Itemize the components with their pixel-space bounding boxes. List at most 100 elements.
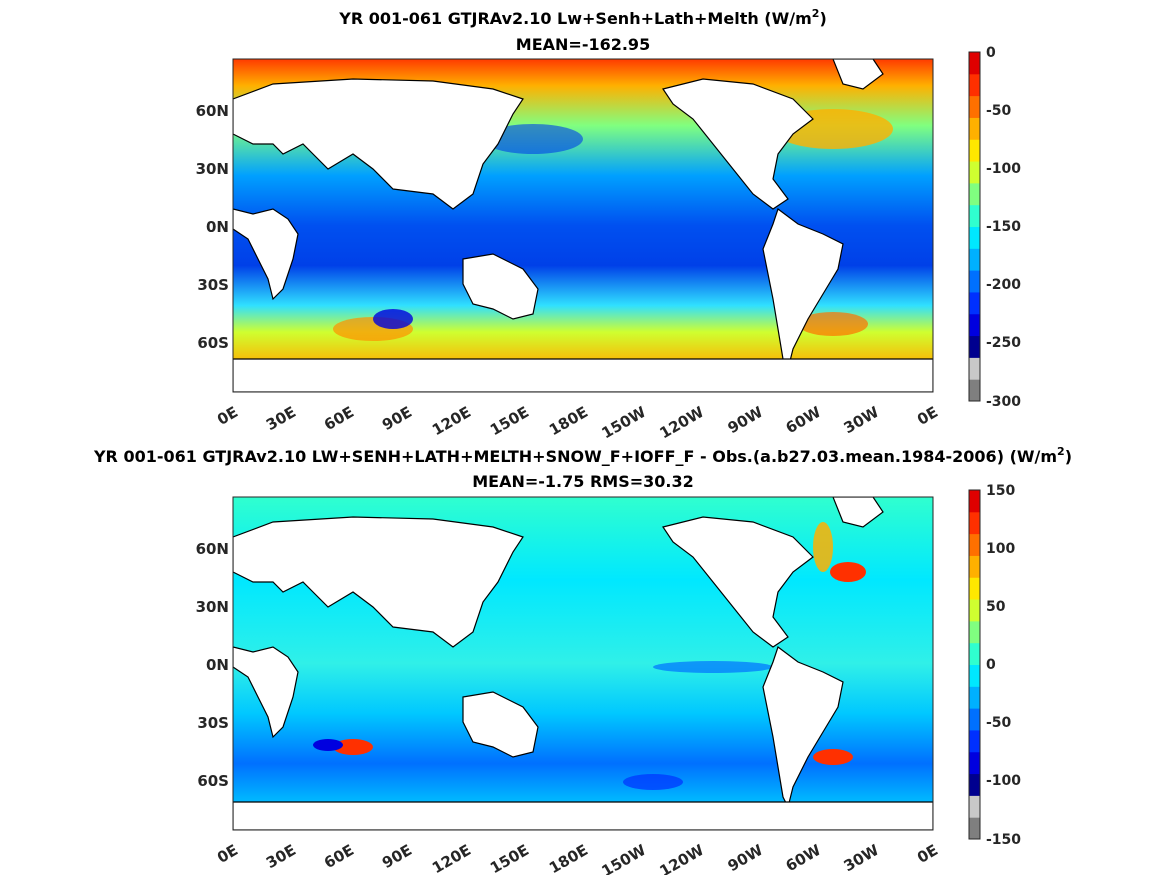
lon-tick-label: 0E	[914, 403, 941, 429]
malvinas-anomaly	[813, 749, 853, 765]
lon-tick-label: 30W	[841, 403, 883, 438]
colorbar-band	[969, 555, 980, 578]
colorbar-band	[969, 117, 980, 140]
colorbar-tick-label: 100	[986, 541, 1015, 557]
lat-tick-label: 60S	[197, 772, 229, 790]
colorbar-band	[969, 73, 980, 97]
lat-tick-label: 60N	[196, 102, 229, 120]
colorbar-tick-label: -100	[986, 161, 1021, 177]
lon-tick-label: 0E	[214, 841, 241, 867]
lon-tick-label: 90E	[379, 841, 415, 872]
colorbar-band	[969, 379, 980, 402]
colorbar-1: 0 -50 -100 -150 -200 -250 -300	[968, 45, 1021, 410]
colorbar-band	[969, 577, 980, 600]
lat-ticks-1: 60N 30N 0N 30S 60S	[196, 102, 229, 352]
lon-tick-label: 60E	[321, 841, 357, 872]
colorbar-band	[969, 291, 980, 315]
colorbar-band	[969, 729, 980, 753]
north-atlantic-anomaly	[813, 522, 833, 572]
lon-tick-label: 60W	[783, 841, 825, 875]
lon-tick-label: 120E	[429, 403, 474, 439]
lon-tick-label: 90W	[725, 403, 767, 438]
colorbar-band	[969, 708, 980, 731]
colorbar-tick-label: -150	[986, 219, 1021, 235]
lat-tick-label: 60S	[197, 334, 229, 352]
lon-tick-label: 0E	[214, 403, 241, 429]
map-1[interactable]	[233, 59, 933, 392]
colorbar-tick-label: 0	[986, 45, 996, 61]
agulhas-anomaly	[333, 739, 373, 755]
lon-tick-label: 180E	[546, 841, 591, 875]
colorbar-band	[969, 751, 980, 775]
lat-tick-label: 30N	[196, 160, 229, 178]
lat-tick-label: 0N	[206, 656, 229, 674]
lon-tick-label: 150W	[599, 841, 650, 875]
lon-ticks-1: 0E 30E 60E 90E 120E 150E 180E 150W 120W …	[214, 403, 941, 443]
lon-tick-label: 90W	[725, 841, 767, 875]
map-2-frame	[232, 496, 934, 831]
colorbar-tick-label: 150	[986, 483, 1015, 499]
lon-tick-label: 60W	[783, 403, 825, 438]
lat-tick-label: 30S	[197, 276, 229, 294]
colorbar-band	[969, 248, 980, 271]
colorbar-band	[969, 533, 980, 556]
land-2	[233, 497, 933, 830]
colorbar-band	[969, 773, 980, 796]
lon-tick-label: 150E	[487, 841, 532, 875]
colorbar-band	[969, 599, 980, 622]
colorbar-band	[969, 642, 980, 665]
lon-ticks-2: 0E 30E 60E 90E 120E 150E 180E 150W 120W …	[214, 841, 941, 875]
lat-tick-label: 30S	[197, 714, 229, 732]
equatorial-anomaly	[653, 661, 773, 673]
lon-tick-label: 0E	[914, 841, 941, 867]
colorbar-band	[969, 620, 980, 644]
colorbar-band	[969, 95, 980, 118]
lon-tick-label: 30W	[841, 841, 883, 875]
panel-1: YR 001-061 GTJRAv2.10 Lw+Senh+Lath+Melth…	[196, 7, 1022, 442]
southern-ocean-anomaly	[623, 774, 683, 790]
panel-1-title: YR 001-061 GTJRAv2.10 Lw+Senh+Lath+Melth…	[338, 7, 827, 28]
colorbar-2: 150 100 50 0 -50 -100 -150	[968, 483, 1021, 848]
lon-tick-label: 120W	[657, 403, 708, 443]
lat-tick-label: 60N	[196, 540, 229, 558]
colorbar-2-frame	[968, 489, 981, 840]
land-1	[233, 59, 933, 392]
map-2[interactable]	[233, 497, 933, 830]
kuroshio-feature	[483, 124, 583, 154]
lat-ticks-2: 60N 30N 0N 30S 60S	[196, 540, 229, 790]
gulf-stream-anomaly	[830, 562, 866, 582]
lon-tick-label: 150W	[599, 403, 650, 443]
colorbar-band	[969, 686, 980, 709]
colorbar-band	[969, 52, 980, 75]
lat-tick-label: 0N	[206, 218, 229, 236]
colorbar-tick-label: -50	[986, 103, 1012, 119]
colorbar-band	[969, 139, 980, 162]
lon-tick-label: 90E	[379, 403, 415, 434]
colorbar-tick-label: -200	[986, 277, 1021, 293]
panel-2: YR 001-061 GTJRAv2.10 LW+SENH+LATH+MELTH…	[93, 445, 1072, 875]
kerguelen-feature	[373, 309, 413, 329]
colorbar-tick-label: -50	[986, 715, 1012, 731]
lon-tick-label: 150E	[487, 403, 532, 439]
colorbar-tick-label: 50	[986, 599, 1006, 615]
colorbar-band	[969, 664, 980, 687]
lon-tick-label: 120E	[429, 841, 474, 875]
colorbar-band	[969, 511, 980, 535]
colorbar-band	[969, 270, 980, 293]
lon-tick-label: 120W	[657, 841, 708, 875]
panel-2-title: YR 001-061 GTJRAv2.10 LW+SENH+LATH+MELTH…	[93, 445, 1072, 466]
lon-tick-label: 30E	[263, 403, 299, 434]
panel-1-subtitle: MEAN=-162.95	[516, 35, 650, 54]
panel-2-subtitle: MEAN=-1.75 RMS=30.32	[472, 472, 694, 491]
colorbar-band	[969, 817, 980, 840]
colorbar-tick-label: -300	[986, 394, 1021, 410]
colorbar-tick-label: -100	[986, 773, 1021, 789]
colorbar-band	[969, 357, 980, 380]
colorbar-band	[969, 161, 980, 184]
colorbar-band	[969, 313, 980, 337]
map-1-frame	[232, 58, 934, 393]
brazil-malvinas-feature	[798, 312, 868, 336]
colorbar-band	[969, 182, 980, 206]
colorbar-band	[969, 795, 980, 818]
